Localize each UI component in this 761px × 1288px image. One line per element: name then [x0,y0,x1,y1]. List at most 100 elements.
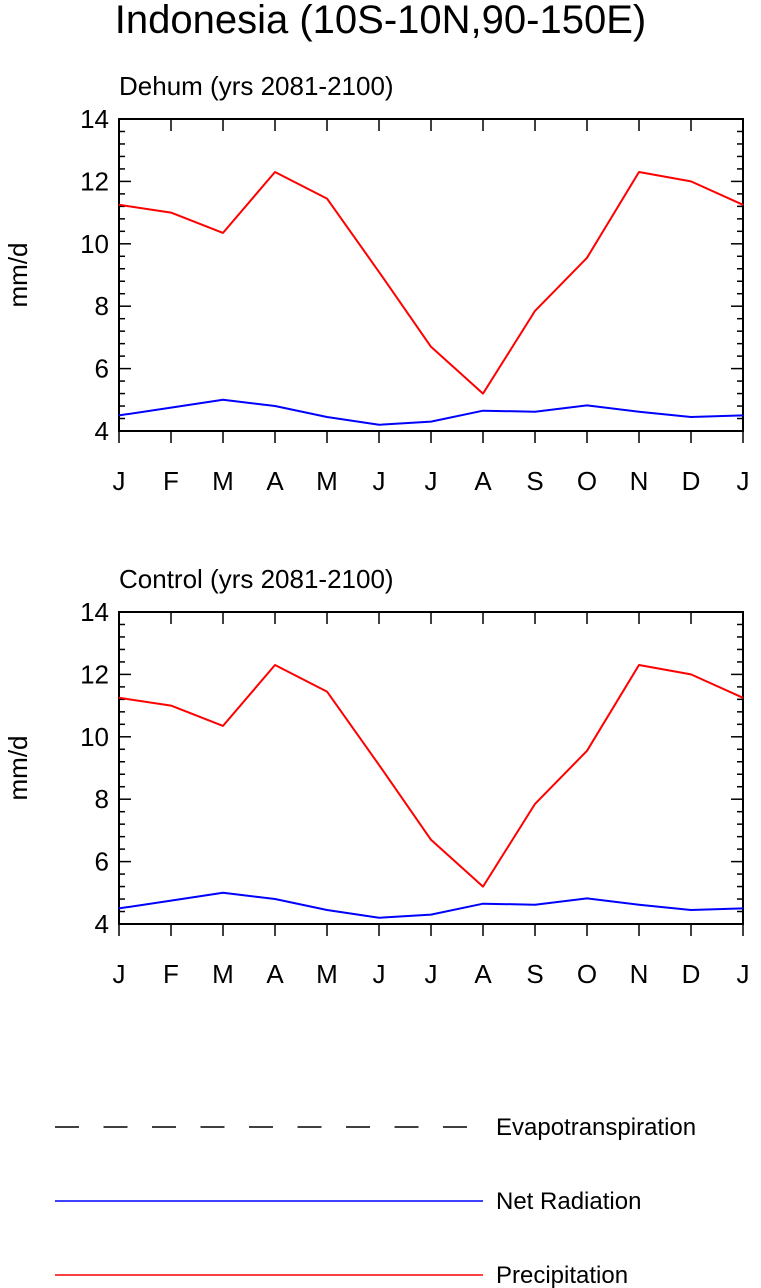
data-point-precipitation [638,664,640,666]
panel-title: Control (yrs 2081-2100) [119,564,394,594]
y-tick-label: 12 [80,166,109,196]
x-tick-label: A [266,466,284,496]
x-tick-label: M [316,466,338,496]
data-point-precipitation [534,310,536,312]
y-tick-label: 4 [95,416,109,446]
y-tick-label: 14 [80,104,109,134]
y-tick-label: 10 [80,722,109,752]
x-tick-label: F [163,959,179,989]
x-tick-label: J [113,466,126,496]
data-point-precipitation [742,697,744,699]
x-tick-label: J [373,466,386,496]
data-point-net-radiation [378,424,380,426]
x-tick-label: F [163,466,179,496]
data-point-net-radiation [170,407,172,409]
data-point-net-radiation [378,917,380,919]
y-axis-label: mm/d [3,736,33,801]
data-point-net-radiation [274,405,276,407]
data-point-net-radiation [222,892,224,894]
y-axis-label: mm/d [3,243,33,308]
data-point-precipitation [326,690,328,693]
x-tick-label: J [425,466,438,496]
x-tick-label: M [316,959,338,989]
x-tick-label: S [526,466,543,496]
data-point-precipitation [274,171,276,173]
data-point-net-radiation [742,414,744,416]
data-point-precipitation [222,725,224,727]
data-point-net-radiation [586,404,588,407]
y-tick-label: 8 [95,784,109,814]
y-tick-label: 8 [95,291,109,321]
data-point-net-radiation [482,410,484,412]
chart-legend: Evapotranspiration Net Radiation Precipita… [55,1114,696,1288]
y-tick-label: 4 [95,909,109,939]
panel-title: Dehum (yrs 2081-2100) [119,71,394,101]
data-point-precipitation [274,664,276,666]
data-point-net-radiation [534,411,536,413]
x-tick-label: J [373,959,386,989]
data-point-precipitation [482,392,484,395]
data-point-precipitation [638,171,640,173]
plot-frame [118,611,744,925]
data-point-net-radiation [690,909,692,911]
data-point-precipitation [118,697,120,699]
data-point-net-radiation [170,900,172,902]
x-tick-label: N [630,959,649,989]
data-point-precipitation [534,803,536,805]
data-point-net-radiation [326,909,328,911]
x-tick-label: M [212,959,234,989]
x-tick-label: S [526,959,543,989]
x-tick-label: J [113,959,126,989]
figure-title: Indonesia (10S-10N,90-150E) [114,0,647,42]
x-tick-label: A [474,466,492,496]
series-line-precipitation [118,171,744,395]
legend-label-precipitation: Precipitation [496,1262,628,1288]
x-tick-label: D [682,466,701,496]
data-point-net-radiation [638,904,640,906]
x-tick-label: D [682,959,701,989]
data-point-precipitation [170,705,172,707]
data-point-net-radiation [482,903,484,905]
chart-panel-2: Control (yrs 2081-2100) mm/d 4 6 8 10 12 14 J F M A… [3,564,750,989]
x-tick-label: N [630,466,649,496]
data-point-precipitation [170,212,172,214]
series-line-precipitation [118,664,744,888]
x-tick-label: M [212,466,234,496]
x-tick-label: A [474,959,492,989]
data-point-precipitation [118,204,120,206]
y-tick-label: 14 [80,597,109,627]
y-tick-label: 6 [95,847,109,877]
data-point-net-radiation [430,421,432,423]
x-tick-label: J [425,959,438,989]
data-point-net-radiation [430,914,432,916]
legend-label-evapotranspiration: Evapotranspiration [496,1114,696,1141]
data-point-net-radiation [586,897,588,900]
y-tick-label: 10 [80,229,109,259]
x-tick-label: O [577,466,597,496]
data-point-net-radiation [534,904,536,906]
data-point-precipitation [378,764,380,766]
data-point-precipitation [482,885,484,888]
data-point-net-radiation [118,907,120,910]
data-point-precipitation [690,180,692,182]
data-point-precipitation [326,197,328,200]
data-point-net-radiation [326,416,328,418]
data-point-net-radiation [222,399,224,401]
x-tick-label: J [737,466,750,496]
legend-label-net-radiation: Net Radiation [496,1188,641,1215]
data-point-precipitation [742,204,744,206]
data-point-precipitation [430,839,432,841]
x-tick-label: O [577,959,597,989]
chart-panel-1: Dehum (yrs 2081-2100) mm/d 4 6 8 10 12 14 J F M A M J… [3,71,750,496]
data-point-precipitation [222,232,224,234]
data-point-precipitation [586,257,588,259]
data-point-precipitation [378,271,380,273]
x-tick-label: A [266,959,284,989]
data-point-net-radiation [118,414,120,416]
data-point-precipitation [690,673,692,676]
data-point-net-radiation [638,411,640,413]
y-tick-label: 6 [95,354,109,384]
data-point-net-radiation [274,898,276,900]
